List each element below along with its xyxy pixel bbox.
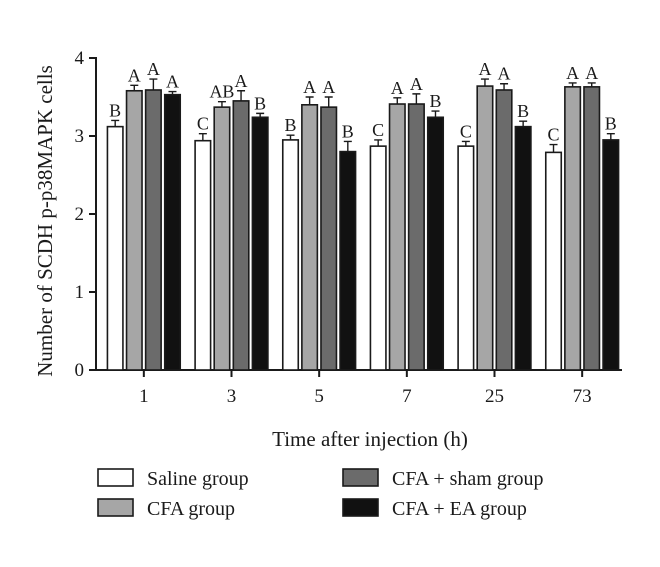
bars [106, 78, 620, 371]
error-bar [305, 96, 314, 105]
bar [213, 106, 231, 371]
significance-letter: A [566, 63, 579, 83]
significance-letter: A [322, 77, 335, 97]
y-axis-title: Number of SCDH p-p38MAPK cells [33, 65, 57, 376]
significance-letter: B [429, 91, 441, 111]
error-bar [587, 82, 596, 87]
error-bar [500, 83, 509, 90]
axes [89, 57, 622, 377]
significance-letter: C [372, 120, 384, 140]
error-bar [431, 110, 440, 118]
y-tick-label: 4 [75, 48, 85, 69]
significance-letter: A [498, 64, 511, 84]
legend-swatch [342, 498, 379, 517]
legend-swatch [97, 468, 134, 487]
error-bar [568, 82, 577, 87]
error-bar [374, 139, 383, 147]
bar [583, 86, 601, 371]
significance-letter: B [605, 114, 617, 134]
bar [125, 89, 143, 371]
legend-swatch [342, 468, 379, 487]
bar [320, 106, 338, 371]
bar [388, 103, 406, 371]
significance-letter: A [585, 63, 598, 83]
bar [564, 86, 582, 371]
bar [495, 89, 513, 371]
significance-letter: B [254, 93, 266, 113]
y-tick-label: 1 [75, 282, 85, 303]
error-bar [549, 143, 558, 153]
x-axis-title: Time after injection (h) [272, 427, 468, 451]
bar [426, 116, 445, 371]
error-bar [343, 140, 352, 152]
significance-letter: B [517, 101, 529, 121]
significance-letter: B [342, 121, 354, 141]
error-bar [324, 96, 333, 108]
error-bar [461, 140, 470, 147]
x-tick-label: 3 [227, 386, 237, 407]
error-bar [256, 112, 265, 118]
error-bar [237, 90, 246, 101]
significance-letter: A [128, 65, 141, 85]
error-bar [412, 93, 421, 105]
x-tick-label: 5 [314, 386, 324, 407]
error-bar [480, 78, 489, 87]
y-tick-label: 3 [75, 126, 85, 147]
bar [251, 116, 269, 371]
bar [514, 125, 532, 371]
error-bar [130, 84, 139, 91]
bar [194, 139, 212, 371]
bar [232, 100, 250, 371]
bar [301, 104, 319, 371]
y-tick-label: 0 [75, 360, 85, 381]
error-bar [111, 119, 120, 127]
legend-swatch [97, 498, 134, 517]
error-bar [519, 120, 528, 127]
bar [106, 125, 124, 371]
bar [407, 103, 425, 371]
bar [339, 150, 357, 371]
legend-label: CFA group [147, 498, 235, 520]
significance-letter: A [303, 77, 316, 97]
significance-letter: A [235, 71, 248, 91]
significance-letter: B [109, 100, 121, 120]
significance-letter: A [391, 78, 404, 98]
error-bar [168, 90, 177, 95]
x-tick-label: 73 [573, 386, 592, 407]
significance-letter: A [166, 72, 179, 92]
bar [457, 145, 475, 371]
bar [163, 93, 182, 371]
error-bar [149, 78, 158, 90]
legend-label: CFA + EA group [392, 498, 527, 520]
bar [144, 89, 162, 371]
error-bar [393, 97, 402, 105]
significance-letter: AB [209, 82, 234, 102]
significance-letter: A [147, 59, 160, 79]
bar [476, 85, 494, 371]
error-bar [286, 134, 295, 140]
x-tick-label: 1 [139, 386, 149, 407]
significance-letter: C [197, 114, 209, 134]
error-bar [198, 132, 207, 141]
y-tick-label: 2 [75, 204, 85, 225]
bar [281, 139, 300, 371]
bar [544, 151, 563, 371]
bar [369, 145, 387, 371]
significance-letter: C [460, 121, 472, 141]
legend: Saline group CFA group CFA + sham group CFA… [97, 468, 543, 520]
x-tick-label: 25 [485, 386, 504, 407]
significance-letter: C [548, 125, 560, 145]
legend-label: CFA + sham group [392, 468, 543, 490]
error-bar [217, 100, 226, 108]
bar [602, 139, 620, 371]
legend-label: Saline group [147, 468, 249, 490]
x-tick-label: 7 [402, 386, 412, 407]
significance-letter: A [410, 74, 423, 94]
significance-letter: A [478, 59, 491, 79]
significance-letter: B [285, 115, 297, 135]
error-bar [606, 132, 615, 140]
